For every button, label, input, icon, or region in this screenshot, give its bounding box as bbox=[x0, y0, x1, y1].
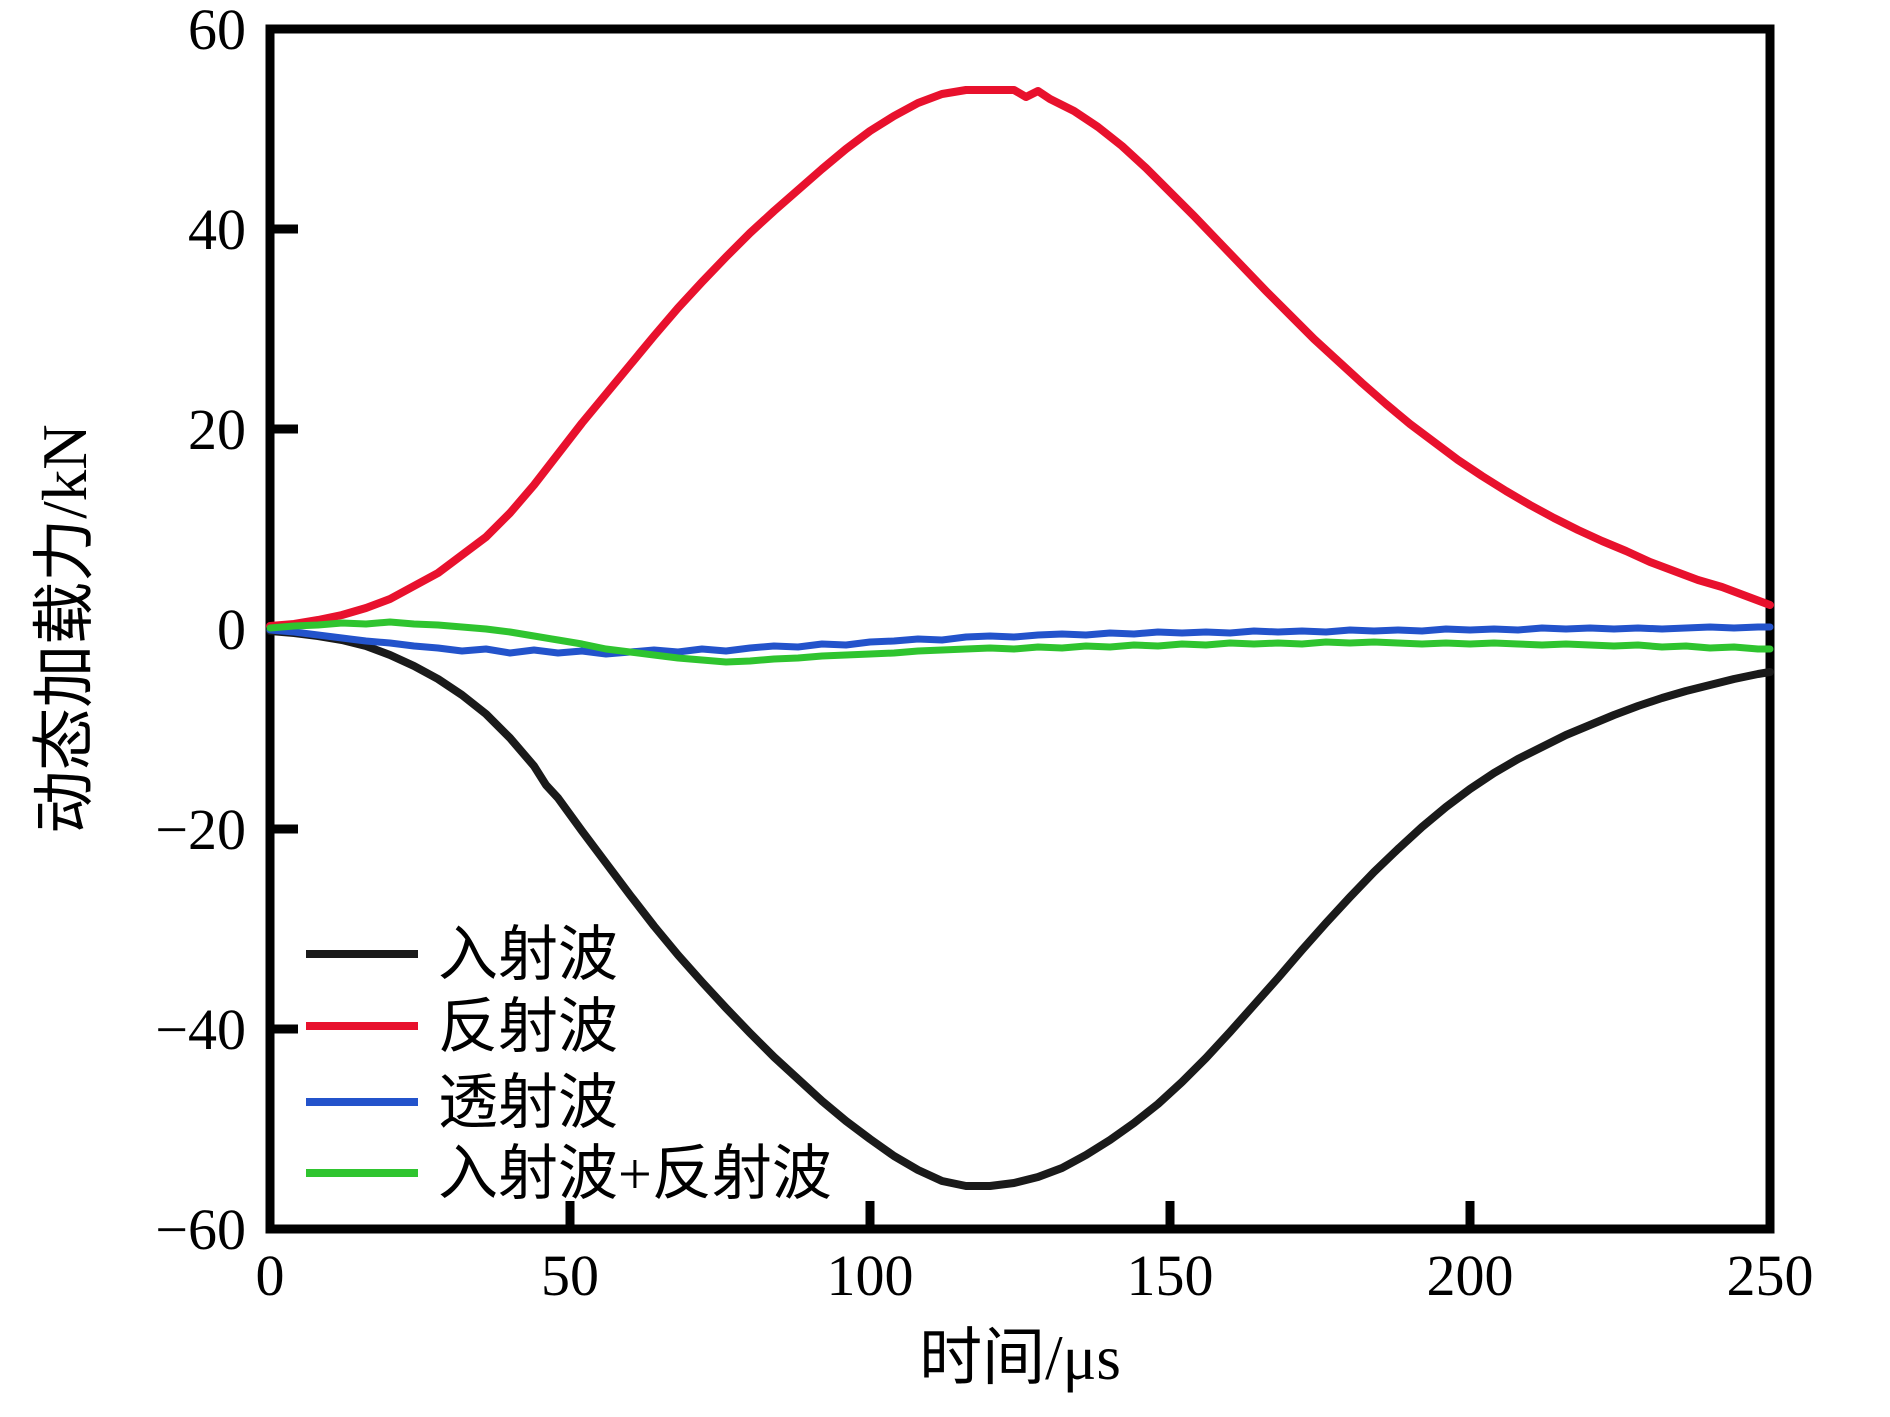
y-tick-label: −60 bbox=[155, 1197, 246, 1262]
series-line-0 bbox=[266, 627, 1774, 1190]
y-tick-label: 20 bbox=[188, 397, 246, 462]
series-line-1 bbox=[266, 86, 1774, 630]
x-tick-label: 50 bbox=[541, 1243, 599, 1308]
legend-label-1: 反射波 bbox=[438, 994, 618, 1060]
series-line-2 bbox=[266, 623, 1774, 658]
x-tick-label: 0 bbox=[256, 1243, 285, 1308]
x-axis-title: 时间/μs bbox=[919, 1323, 1121, 1393]
y-axis-title: 动态加载力/kN bbox=[30, 424, 100, 834]
y-tick-label: 60 bbox=[188, 0, 246, 62]
y-tick-label: −40 bbox=[155, 997, 246, 1062]
legend-label-3: 入射波+反射波 bbox=[438, 1141, 832, 1207]
x-tick-label: 200 bbox=[1427, 1243, 1514, 1308]
y-tick-label: 0 bbox=[217, 597, 246, 662]
legend-label-2: 透射波 bbox=[438, 1070, 618, 1136]
x-tick-label: 250 bbox=[1727, 1243, 1814, 1308]
legend-label-0: 入射波 bbox=[438, 922, 618, 988]
x-tick-label: 100 bbox=[827, 1243, 914, 1308]
series-line-3 bbox=[266, 618, 1774, 666]
y-tick-label: −20 bbox=[155, 797, 246, 862]
y-tick-label: 40 bbox=[188, 197, 246, 262]
x-tick-label: 150 bbox=[1127, 1243, 1214, 1308]
